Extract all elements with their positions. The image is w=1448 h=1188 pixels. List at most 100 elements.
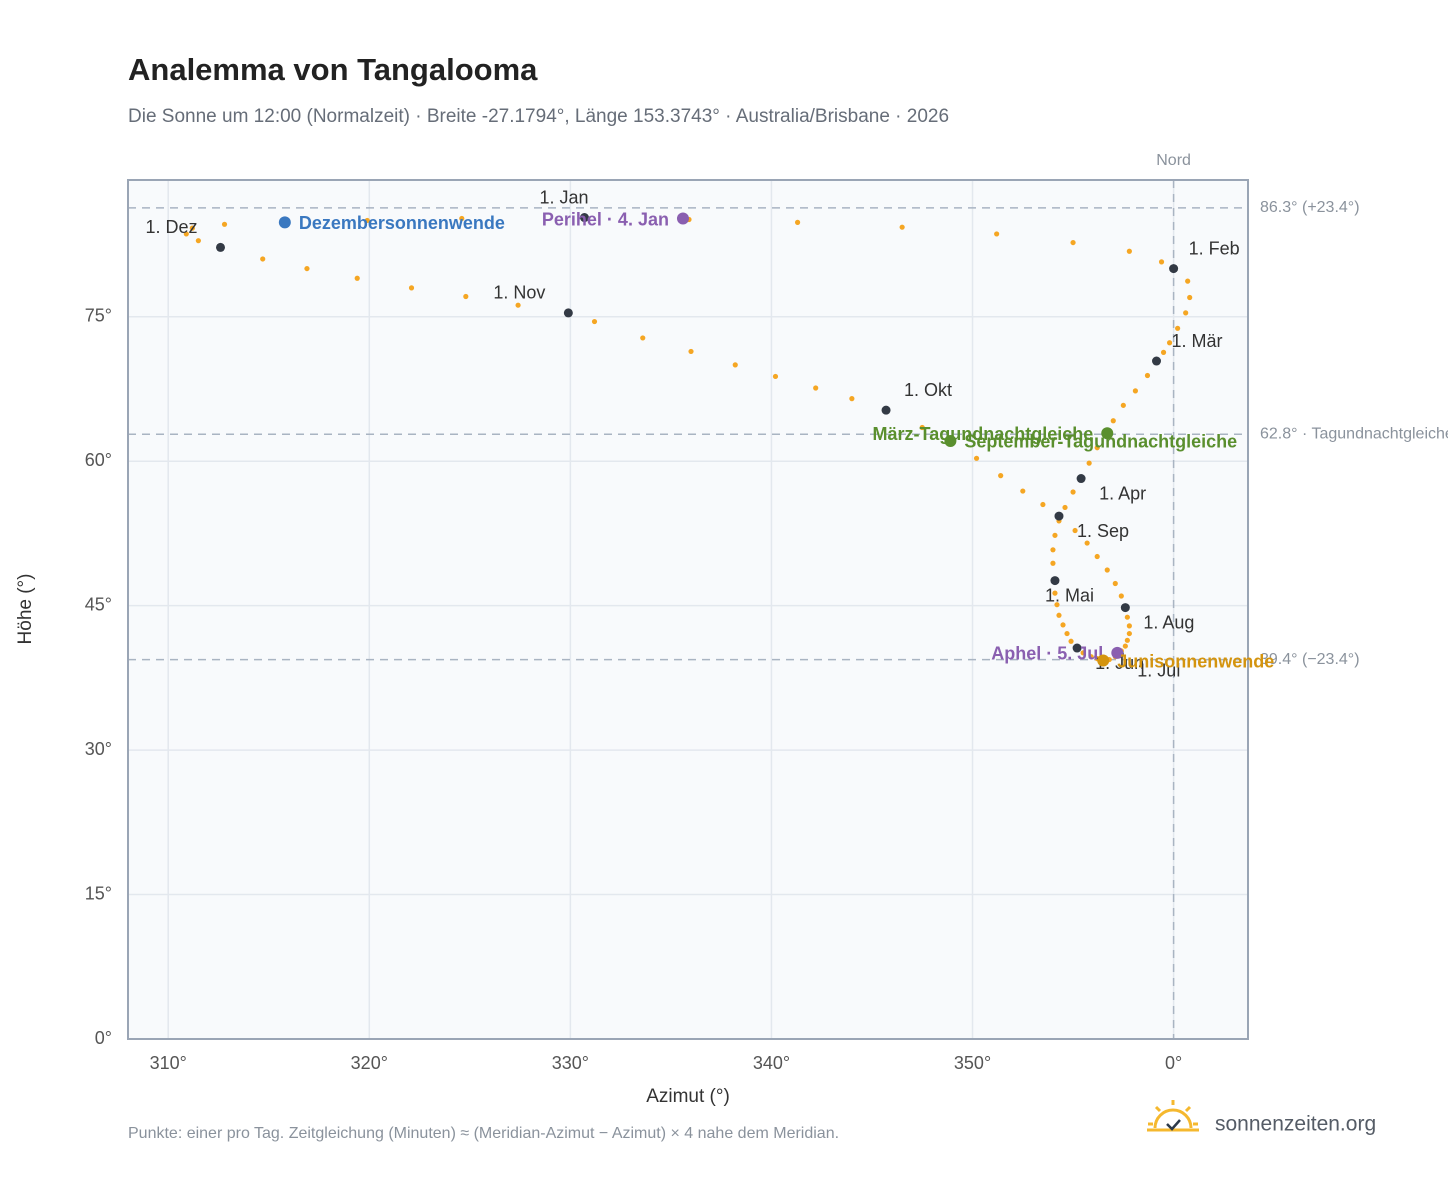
- reference-label: 86.3° (+23.4°): [1260, 199, 1360, 216]
- daily-dot: [183, 231, 189, 237]
- x-axis-label: Azimut (°): [646, 1086, 730, 1107]
- event-label: Perihel · 4. Jan: [542, 209, 669, 229]
- daily-dot: [1144, 372, 1151, 379]
- month-label: 1. Mai: [1045, 585, 1094, 605]
- y-tick-label: 30°: [85, 739, 112, 759]
- daily-dot: [591, 318, 598, 325]
- daily-dot: [1126, 630, 1132, 637]
- event-marker: [1111, 646, 1124, 659]
- meridian-label: Nord: [1156, 152, 1191, 169]
- daily-dot: [1120, 402, 1126, 408]
- daily-dot: [195, 238, 201, 244]
- y-axis-label: Höhe (°): [15, 574, 36, 645]
- daily-dot: [973, 455, 980, 461]
- daily-dot: [1166, 340, 1173, 346]
- brand-logo: [1147, 1100, 1199, 1132]
- month-label: 1. Jan: [539, 187, 588, 207]
- month-marker: [563, 308, 573, 318]
- month-marker: [1050, 576, 1060, 586]
- event-label: Aphel · 5. Jul: [991, 644, 1103, 664]
- month-label: 1. Sep: [1077, 521, 1129, 541]
- daily-dot: [919, 424, 925, 431]
- brand: sonnenzeiten.org: [1215, 1113, 1376, 1136]
- month-marker: [1120, 603, 1130, 613]
- daily-dot: [1084, 540, 1090, 546]
- plot-area: [128, 180, 1248, 1039]
- daily-dot: [1070, 489, 1076, 495]
- month-marker: [881, 405, 891, 415]
- daily-dot: [640, 335, 646, 341]
- x-tick-label: 0°: [1165, 1053, 1182, 1073]
- y-tick-label: 0°: [95, 1028, 112, 1048]
- daily-dot: [1068, 638, 1074, 644]
- event-marker: [1101, 427, 1114, 440]
- month-label: 1. Nov: [493, 283, 545, 303]
- daily-dot: [260, 256, 266, 262]
- event-marker: [944, 434, 957, 447]
- daily-dot: [1183, 310, 1189, 316]
- daily-dot: [813, 385, 819, 391]
- month-marker: [215, 242, 225, 252]
- month-marker: [1152, 356, 1162, 366]
- daily-dot: [1104, 567, 1110, 573]
- daily-dot: [1187, 294, 1193, 301]
- daily-dot: [1088, 654, 1094, 660]
- event-label: März-Tagundnachtgleiche: [873, 424, 1094, 444]
- x-tick-label: 340°: [753, 1053, 790, 1073]
- y-tick-label: 60°: [85, 450, 112, 470]
- daily-dot: [899, 224, 905, 230]
- daily-dot: [1020, 488, 1026, 494]
- daily-dot: [1094, 553, 1100, 560]
- daily-dot: [515, 302, 521, 308]
- daily-dot: [1126, 248, 1132, 254]
- x-tick-label: 350°: [954, 1053, 991, 1073]
- daily-dot: [1056, 612, 1062, 618]
- daily-dot: [1160, 349, 1167, 355]
- y-tick-label: 45°: [85, 594, 112, 614]
- daily-dot: [1054, 602, 1060, 608]
- chart-subtitle: Die Sonne um 12:00 (Normalzeit) · Breite…: [128, 106, 949, 127]
- month-label: 1. Feb: [1189, 238, 1240, 258]
- x-tick-label: 310°: [150, 1053, 187, 1073]
- y-tick-label: 75°: [85, 305, 112, 325]
- plot-border: [127, 179, 1249, 1040]
- daily-dot: [1126, 623, 1132, 629]
- month-label: 1. Apr: [1099, 483, 1146, 503]
- daily-dot: [1060, 622, 1066, 628]
- daily-dot: [772, 373, 779, 380]
- x-tick-label: 320°: [351, 1053, 388, 1073]
- reference-label: 39.4° (−23.4°): [1260, 651, 1360, 668]
- daily-dot: [1132, 388, 1138, 394]
- daily-dot: [732, 362, 738, 368]
- event-label: Dezembersonnenwende: [299, 213, 505, 233]
- daily-dot: [688, 348, 694, 355]
- chart-title: Analemma von Tangalooma: [128, 52, 538, 87]
- footnote: Punkte: einer pro Tag. Zeitgleichung (Mi…: [128, 1125, 839, 1142]
- month-marker: [1076, 474, 1086, 484]
- daily-dot: [1124, 637, 1130, 643]
- y-tick-label: 15°: [85, 883, 112, 903]
- daily-dot: [364, 217, 370, 224]
- daily-dot: [1110, 418, 1116, 424]
- daily-dot: [1185, 278, 1191, 284]
- daily-dot: [1064, 630, 1070, 637]
- month-marker: [579, 213, 589, 223]
- month-marker: [1054, 511, 1064, 521]
- daily-dot: [794, 219, 801, 225]
- event-label: September-Tagundnachtgleiche: [964, 432, 1237, 452]
- month-label: 1. Dez: [145, 217, 197, 237]
- event-label: Junisonnenwende: [1117, 651, 1274, 671]
- daily-dot: [408, 285, 415, 291]
- reference-label: 62.8° · Tagundnachtgleiche: [1260, 425, 1448, 442]
- month-marker: [1169, 264, 1179, 274]
- month-label: 1. Okt: [904, 380, 952, 400]
- daily-dot: [849, 396, 855, 402]
- daily-dot: [998, 473, 1004, 479]
- daily-dot: [1175, 325, 1181, 331]
- daily-dot: [354, 275, 360, 281]
- daily-dot: [1050, 547, 1056, 553]
- daily-dot: [1158, 259, 1165, 265]
- daily-dot: [1072, 527, 1078, 534]
- daily-dot: [994, 231, 1000, 237]
- event-marker: [278, 216, 291, 229]
